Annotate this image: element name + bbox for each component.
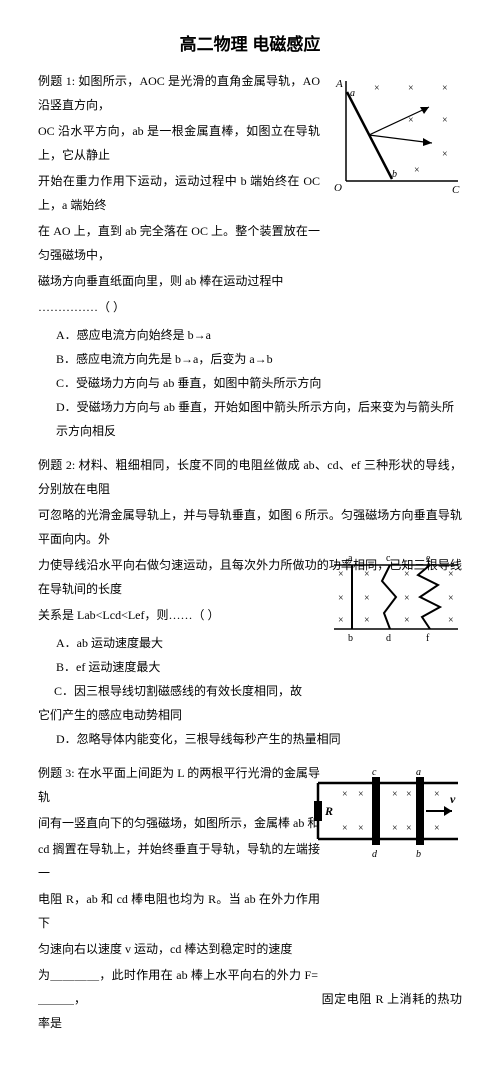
fig3-x: × <box>342 789 348 800</box>
fig3-v: v <box>450 792 456 806</box>
fig1-x: × <box>374 83 380 94</box>
fig3-x: × <box>406 789 412 800</box>
fig3-d: d <box>372 849 378 860</box>
fig2-x: × <box>448 569 454 580</box>
p3-line6a: 为＿＿＿＿，此时作用在 ab 棒上水平向右的外力 F=＿＿＿， <box>38 963 318 1011</box>
p1-optD: D．受磁场力方向与 ab 垂直，开始如图中箭头所示方向，后来变为与箭头所示方向相… <box>38 395 462 443</box>
fig2-e: e <box>426 553 431 564</box>
p1-dots: ……………（ ） <box>38 295 320 319</box>
figure-2: a b c d e f × × × × × × × × × × × × <box>330 551 462 653</box>
p1-line: 磁场方向垂直纸面向里，则 ab 棒在运动过程中 <box>38 269 320 293</box>
p2-line: 可忽略的光滑金属导轨上，并与导轨垂直，如图 6 所示。匀强磁场方向垂直导轨平面向… <box>38 503 462 551</box>
fig2-x: × <box>404 615 410 626</box>
figure-1: A O C a b × × × × × × × <box>334 77 462 205</box>
p1-optB: B．感应电流方向先是 b→a，后变为 a→b <box>38 347 462 371</box>
fig2-b: b <box>348 633 353 644</box>
page-title: 高二物理 电磁感应 <box>38 30 462 55</box>
fig3-x: × <box>434 789 440 800</box>
p3-line: 间有一竖直向下的匀强磁场，如图所示，金属棒 ab 和 <box>38 811 320 835</box>
fig3-x: × <box>358 789 364 800</box>
fig1-x: × <box>408 83 414 94</box>
fig1-x: × <box>442 83 448 94</box>
fig1-label-b: b <box>392 169 397 180</box>
fig1-x: × <box>414 165 420 176</box>
fig1-x: × <box>442 149 448 160</box>
p1-optC: C．受磁场力方向与 ab 垂直，如图中箭头所示方向 <box>38 371 462 395</box>
fig2-x: × <box>338 569 344 580</box>
fig2-f: f <box>426 633 430 644</box>
fig3-x: × <box>342 823 348 834</box>
p2-optB: B．ef 运动速度最大 <box>38 655 462 679</box>
p1-choices: A．感应电流方向始终是 b→a B．感应电流方向先是 b→a，后变为 a→b C… <box>38 323 462 443</box>
fig2-x: × <box>448 593 454 604</box>
p1-line: 开始在重力作用下运动，运动过程中 b 端始终在 OC 上，a 端始终 <box>38 169 320 217</box>
problem-3: R c d a b v × × × × × × × × × × 例题 3: 在水… <box>38 761 462 1035</box>
p1-line: OC 沿水平方向，ab 是一根金属直棒，如图立在导轨上，它从静止 <box>38 119 320 167</box>
fig3-b: b <box>416 849 421 860</box>
fig2-x: × <box>364 593 370 604</box>
fig2-x: × <box>338 593 344 604</box>
fig1-label-a: a <box>350 88 355 99</box>
fig3-a: a <box>416 767 421 778</box>
fig2-x: × <box>364 569 370 580</box>
problem-1: A O C a b × × × × × × × 例题 1: 如图所示，AOC 是… <box>38 69 462 443</box>
fig3-x: × <box>392 789 398 800</box>
p1-optA: A．感应电流方向始终是 b→a <box>38 323 462 347</box>
figure-3: R c d a b v × × × × × × × × × × <box>312 767 462 871</box>
fig3-R: R <box>324 804 333 818</box>
fig2-x: × <box>404 593 410 604</box>
fig3-x: × <box>358 823 364 834</box>
p2-line: 例题 2: 材料、粗细相同，长度不同的电阻丝做成 ab、cd、ef 三种形状的导… <box>38 453 462 501</box>
fig2-c: c <box>386 553 391 564</box>
fig1-label-O: O <box>334 182 342 194</box>
fig3-x: × <box>392 823 398 834</box>
fig2-x: × <box>448 615 454 626</box>
p3-line: 为＿＿＿＿，此时作用在 ab 棒上水平向右的外力 F=＿＿＿， 固定电阻 R 上… <box>38 963 462 1035</box>
fig1-label-C: C <box>452 184 460 196</box>
fig3-x: × <box>406 823 412 834</box>
p2-optD: D．忽略导体内能变化，三根导线每秒产生的热量相同 <box>38 727 462 751</box>
fig1-label-A: A <box>335 78 343 90</box>
p3-line: 电阻 R，ab 和 cd 棒电阻也均为 R。当 ab 在外力作用下 <box>38 887 320 935</box>
fig1-x: × <box>408 115 414 126</box>
fig3-c: c <box>372 767 377 778</box>
fig2-x: × <box>338 615 344 626</box>
fig1-x: × <box>442 115 448 126</box>
fig2-a: a <box>348 553 353 564</box>
fig3-x: × <box>434 823 440 834</box>
p2-optC: C．因三根导线切割磁感线的有效长度相同，故它们产生的感应电动势相同 <box>38 679 308 727</box>
fig2-d: d <box>386 633 391 644</box>
p3-line: 匀速向右以速度 v 运动，cd 棒达到稳定时的速度 <box>38 937 320 961</box>
p1-line: 例题 1: 如图所示，AOC 是光滑的直角金属导轨，AO 沿竖直方向， <box>38 69 320 117</box>
p3-line: cd 搁置在导轨上，并始终垂直于导轨，导轨的左端接一 <box>38 837 320 885</box>
fig2-x: × <box>404 569 410 580</box>
problem-2: 例题 2: 材料、粗细相同，长度不同的电阻丝做成 ab、cd、ef 三种形状的导… <box>38 453 462 751</box>
fig2-x: × <box>364 615 370 626</box>
p1-line: 在 AO 上，直到 ab 完全落在 OC 上。整个装置放在一匀强磁场中， <box>38 219 320 267</box>
p3-line: 例题 3: 在水平面上间距为 L 的两根平行光滑的金属导轨 <box>38 761 320 809</box>
